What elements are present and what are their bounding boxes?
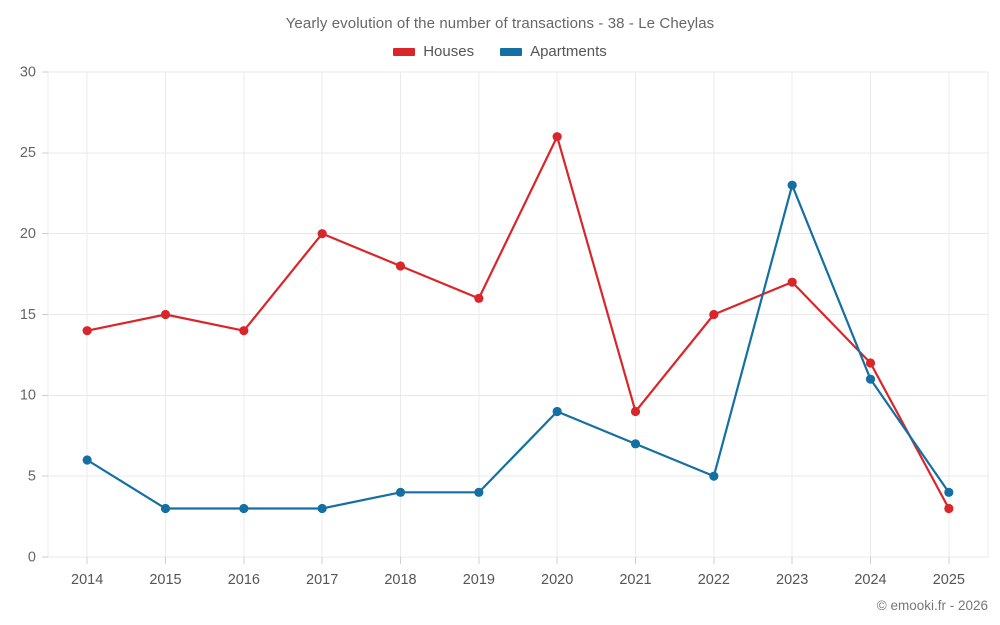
data-point[interactable] bbox=[317, 503, 327, 514]
y-axis-tick-marks bbox=[42, 71, 48, 558]
data-point[interactable] bbox=[944, 487, 954, 497]
data-point[interactable] bbox=[395, 487, 406, 497]
data-point[interactable] bbox=[787, 180, 797, 190]
y-axis-tick-label: 25 bbox=[20, 145, 36, 161]
y-axis-tick-label: 0 bbox=[28, 549, 36, 565]
data-point[interactable] bbox=[317, 229, 327, 239]
x-axis-tick-label: 2017 bbox=[306, 572, 338, 588]
x-axis-tick-label: 2025 bbox=[933, 572, 965, 588]
data-point[interactable] bbox=[239, 503, 249, 514]
y-axis-tick-label: 20 bbox=[20, 226, 36, 242]
series-line-apartments bbox=[86, 184, 950, 510]
x-axis-tick-label: 2014 bbox=[71, 572, 103, 588]
data-point[interactable] bbox=[630, 439, 641, 449]
data-point[interactable] bbox=[474, 293, 484, 303]
y-axis-labels: 0 5 10 15 20 25 30 bbox=[20, 64, 36, 565]
horizontal-gridlines bbox=[48, 71, 988, 558]
data-point[interactable] bbox=[709, 471, 719, 481]
x-axis-tick-label: 2016 bbox=[228, 572, 260, 588]
legend-label-houses: Houses bbox=[423, 43, 475, 60]
legend-item-apartments[interactable]: Apartments bbox=[500, 44, 607, 59]
y-axis-tick-label: 15 bbox=[20, 307, 36, 323]
y-axis-tick-label: 5 bbox=[28, 468, 36, 484]
data-point[interactable] bbox=[82, 326, 92, 336]
vertical-gridlines bbox=[47, 72, 989, 557]
legend-swatch-apartments bbox=[500, 47, 523, 56]
legend-swatch-houses bbox=[393, 47, 416, 56]
data-point[interactable] bbox=[709, 309, 719, 320]
data-point[interactable] bbox=[160, 309, 171, 320]
x-axis-tick-label: 2020 bbox=[541, 572, 573, 588]
legend-label-apartments: Apartments bbox=[530, 43, 607, 60]
series-line-houses bbox=[86, 135, 950, 510]
data-point[interactable] bbox=[865, 374, 876, 384]
x-axis-tick-label: 2015 bbox=[149, 572, 181, 588]
x-axis-tick-label: 2022 bbox=[698, 572, 730, 588]
chart-legend: Houses Apartments bbox=[0, 44, 1000, 59]
x-axis-tick-label: 2018 bbox=[384, 572, 416, 588]
data-point[interactable] bbox=[865, 358, 876, 368]
data-point[interactable] bbox=[474, 487, 484, 497]
chart-title: Yearly evolution of the number of transa… bbox=[285, 15, 715, 32]
data-point[interactable] bbox=[552, 132, 562, 142]
data-point[interactable] bbox=[82, 455, 92, 465]
series-houses bbox=[82, 132, 954, 514]
x-axis-tick-label: 2021 bbox=[619, 572, 651, 588]
data-point[interactable] bbox=[944, 503, 954, 514]
y-axis-tick-label: 10 bbox=[20, 388, 36, 404]
x-axis-tick-label: 2023 bbox=[776, 572, 808, 588]
data-point[interactable] bbox=[787, 277, 797, 287]
footer-credit: © emooki.fr - 2026 bbox=[876, 598, 988, 613]
series-apartments bbox=[82, 180, 954, 514]
data-point[interactable] bbox=[239, 326, 249, 336]
x-axis-labels: 2014 2015 2016 2017 2018 2019 2020 2021 2022 2023… bbox=[71, 572, 965, 588]
data-point[interactable] bbox=[552, 406, 562, 417]
data-point[interactable] bbox=[630, 406, 641, 417]
x-axis-tick-label: 2019 bbox=[463, 572, 495, 588]
y-axis-tick-label: 30 bbox=[20, 64, 36, 80]
data-point[interactable] bbox=[395, 261, 406, 271]
x-axis-tick-marks bbox=[86, 557, 950, 564]
data-point[interactable] bbox=[160, 503, 171, 514]
legend-item-houses[interactable]: Houses bbox=[393, 44, 474, 59]
x-axis-tick-label: 2024 bbox=[854, 572, 886, 588]
data-series-layer bbox=[82, 132, 954, 514]
